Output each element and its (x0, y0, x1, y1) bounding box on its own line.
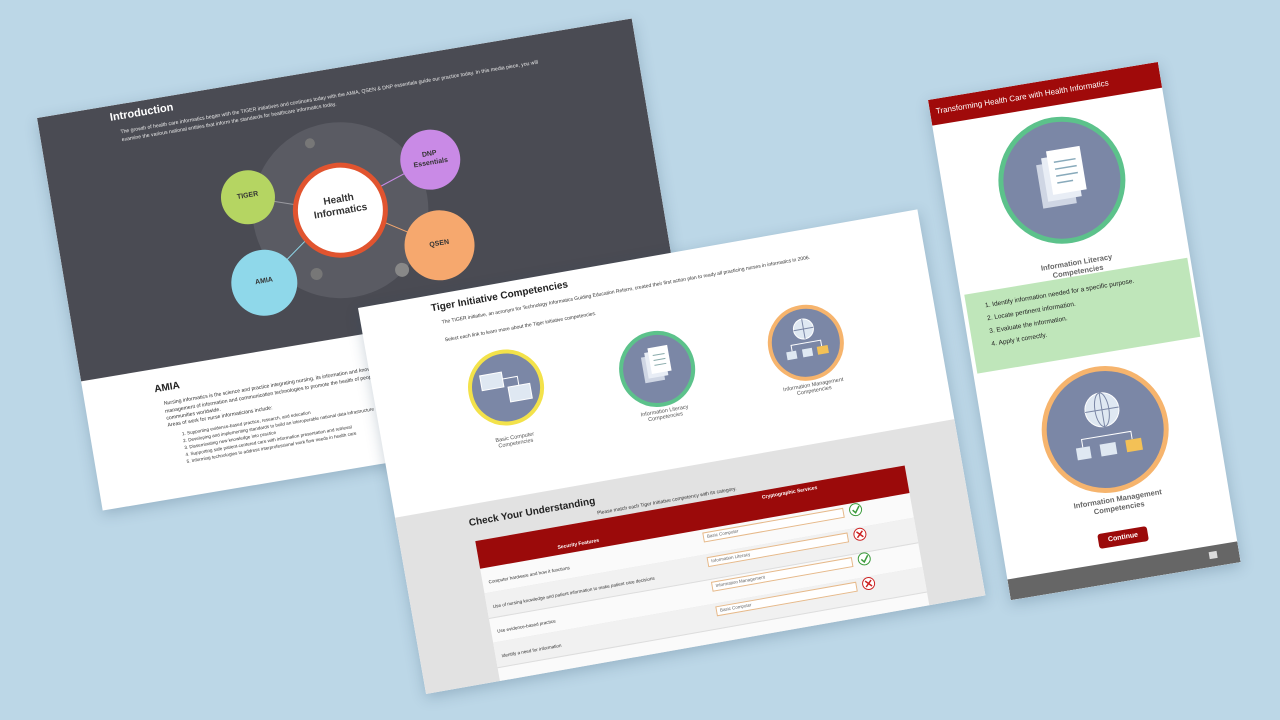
diagram (220, 122, 475, 316)
shape (652, 352, 665, 357)
shape (1053, 157, 1076, 164)
node-circle (220, 170, 275, 225)
shape (790, 339, 823, 352)
center-circle (292, 162, 388, 258)
incorrect-icon (862, 577, 876, 591)
information-literacy-icon[interactable] (615, 327, 698, 410)
steps-box (964, 257, 1201, 374)
competencies-screen: Tiger Initiative Competencies The TIGER … (358, 209, 986, 695)
node-circle (231, 249, 298, 316)
shape (816, 345, 829, 355)
dot (304, 138, 315, 149)
management-icon (1041, 365, 1169, 493)
shape (1125, 437, 1143, 453)
shape (1041, 365, 1169, 493)
shape (857, 552, 871, 566)
dot (310, 267, 323, 280)
shape (1098, 392, 1106, 427)
node-circle (404, 210, 475, 281)
correct-icon (849, 503, 863, 517)
shape (1075, 446, 1092, 461)
dot (395, 262, 410, 277)
competency-icons (464, 301, 847, 429)
match-table: Cryptographic Services Security Features… (475, 465, 930, 682)
shape (856, 530, 864, 539)
footer-bar (1007, 541, 1241, 601)
literacy-icon (998, 116, 1126, 244)
shape (502, 375, 520, 386)
screen-icons (964, 116, 1241, 601)
shape (1056, 171, 1078, 177)
shape (468, 349, 545, 426)
shape (1099, 441, 1118, 457)
information-management-icon[interactable] (764, 301, 847, 384)
shape (786, 350, 798, 361)
shape (801, 319, 806, 339)
shape (1045, 145, 1087, 195)
shape (654, 362, 667, 366)
shape (852, 505, 860, 514)
shape (860, 554, 869, 564)
basic-computer-icon[interactable] (464, 346, 547, 429)
shape (479, 371, 505, 392)
shape (849, 503, 863, 517)
mobile-screen: Transforming Health Care with Health Inf… (928, 61, 1241, 601)
fullscreen-icon[interactable] (1208, 550, 1218, 560)
shape (1054, 164, 1077, 170)
intro-screen: Introduction The growth of health care i… (37, 18, 698, 511)
correct-icon (857, 552, 871, 566)
shape (507, 382, 533, 403)
shape (864, 579, 873, 588)
node-circle (400, 129, 461, 190)
shape (801, 347, 814, 358)
result-icons (849, 503, 876, 591)
shape (653, 357, 666, 361)
amia-title: AMIA (153, 380, 181, 396)
incorrect-icon (853, 527, 867, 541)
shape (1080, 430, 1133, 448)
shape (1093, 392, 1110, 428)
shape (1057, 179, 1074, 184)
